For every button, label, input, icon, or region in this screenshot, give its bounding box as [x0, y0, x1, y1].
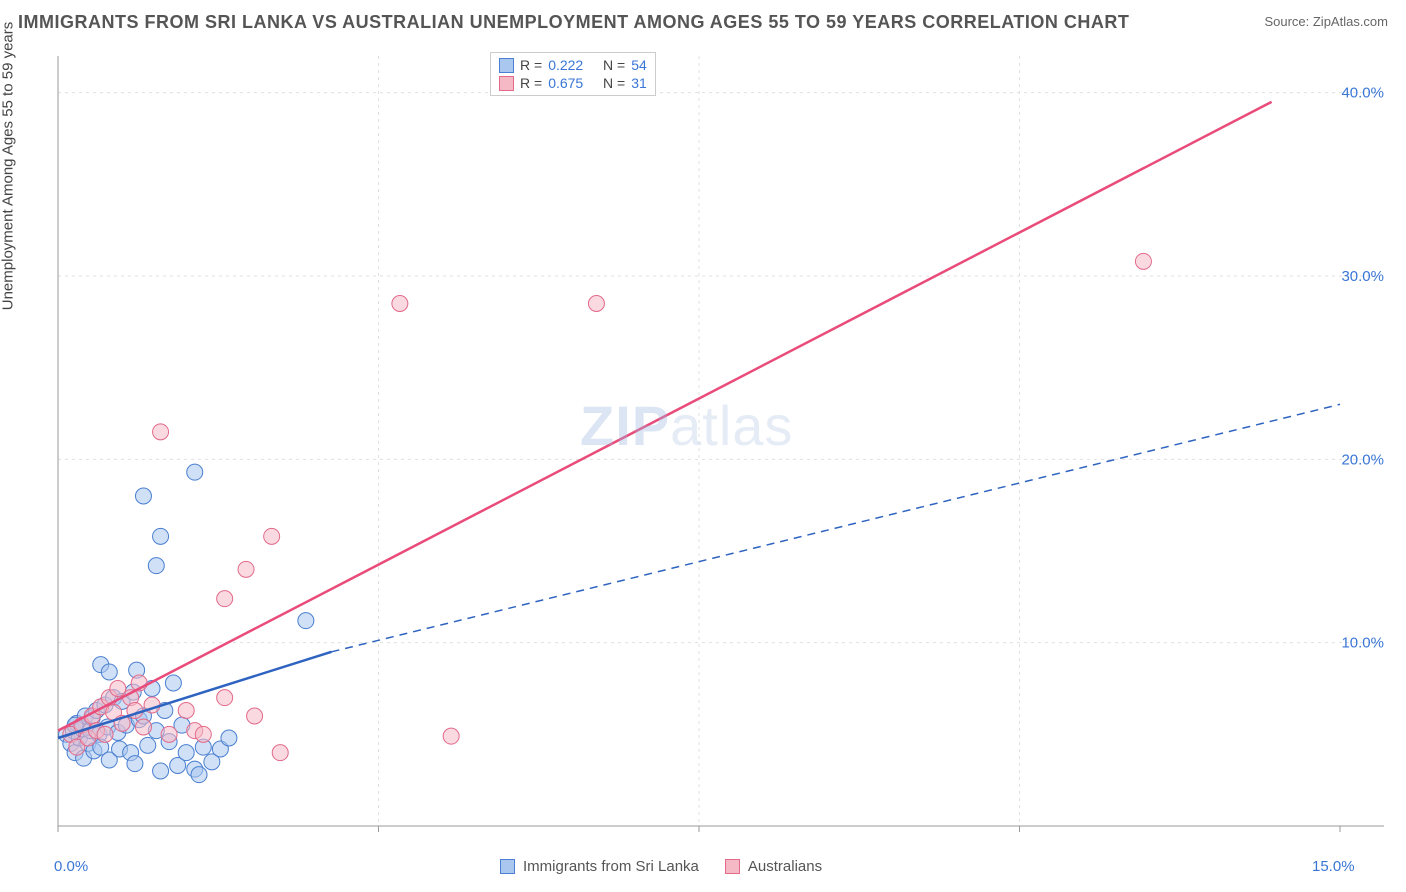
r-value: 0.222: [548, 57, 583, 73]
source-attribution: Source: ZipAtlas.com: [1264, 14, 1388, 29]
trend-line: [58, 102, 1272, 731]
legend-label: Australians: [748, 858, 822, 875]
n-value: 54: [631, 57, 647, 73]
x-tick-right: 15.0%: [1312, 858, 1355, 875]
data-point: [153, 528, 169, 544]
data-point: [135, 719, 151, 735]
data-point: [392, 296, 408, 312]
data-point: [140, 737, 156, 753]
r-label: R =: [520, 75, 542, 91]
data-point: [178, 745, 194, 761]
legend-swatch: [500, 859, 515, 874]
data-point: [217, 690, 233, 706]
data-point: [443, 728, 459, 744]
chart-title: IMMIGRANTS FROM SRI LANKA VS AUSTRALIAN …: [18, 12, 1129, 33]
series-legend: Immigrants from Sri Lanka Australians: [500, 858, 840, 875]
data-point: [1135, 253, 1151, 269]
data-point: [264, 528, 280, 544]
data-point: [135, 488, 151, 504]
trend-line-dash: [331, 404, 1340, 651]
data-point: [187, 464, 203, 480]
data-point: [588, 296, 604, 312]
y-tick-label: 10.0%: [1341, 635, 1384, 652]
correlation-legend: R = 0.222 N = 54R = 0.675 N = 31: [490, 52, 656, 96]
data-point: [298, 613, 314, 629]
legend-row: R = 0.675 N = 31: [499, 74, 647, 92]
data-point: [127, 756, 143, 772]
data-point: [148, 558, 164, 574]
data-point: [217, 591, 233, 607]
data-point: [178, 703, 194, 719]
data-point: [153, 424, 169, 440]
legend-swatch: [725, 859, 740, 874]
data-point: [195, 726, 211, 742]
data-point: [191, 767, 207, 783]
n-label: N =: [603, 75, 625, 91]
data-point: [247, 708, 263, 724]
data-point: [97, 726, 113, 742]
data-point: [272, 745, 288, 761]
data-point: [238, 561, 254, 577]
n-label: N =: [603, 57, 625, 73]
y-axis-label: Unemployment Among Ages 55 to 59 years: [0, 22, 17, 311]
source-name: ZipAtlas.com: [1313, 14, 1388, 29]
scatter-plot: 10.0%20.0%30.0%40.0% ZIPatlas: [50, 48, 1388, 838]
data-point: [165, 675, 181, 691]
legend-label: Immigrants from Sri Lanka: [523, 858, 699, 875]
data-point: [153, 763, 169, 779]
source-label: Source:: [1264, 14, 1312, 29]
y-tick-label: 30.0%: [1341, 268, 1384, 285]
legend-row: R = 0.222 N = 54: [499, 56, 647, 74]
x-tick-left: 0.0%: [54, 858, 88, 875]
y-tick-label: 20.0%: [1341, 451, 1384, 468]
y-tick-label: 40.0%: [1341, 85, 1384, 102]
r-value: 0.675: [548, 75, 583, 91]
plot-svg: 10.0% 20.0% 30.0% 40.0%: [50, 48, 1388, 838]
data-point: [101, 664, 117, 680]
data-point: [161, 726, 177, 742]
r-label: R =: [520, 57, 542, 73]
n-value: 31: [631, 75, 647, 91]
legend-swatch: [499, 76, 514, 91]
legend-swatch: [499, 58, 514, 73]
data-point: [221, 730, 237, 746]
